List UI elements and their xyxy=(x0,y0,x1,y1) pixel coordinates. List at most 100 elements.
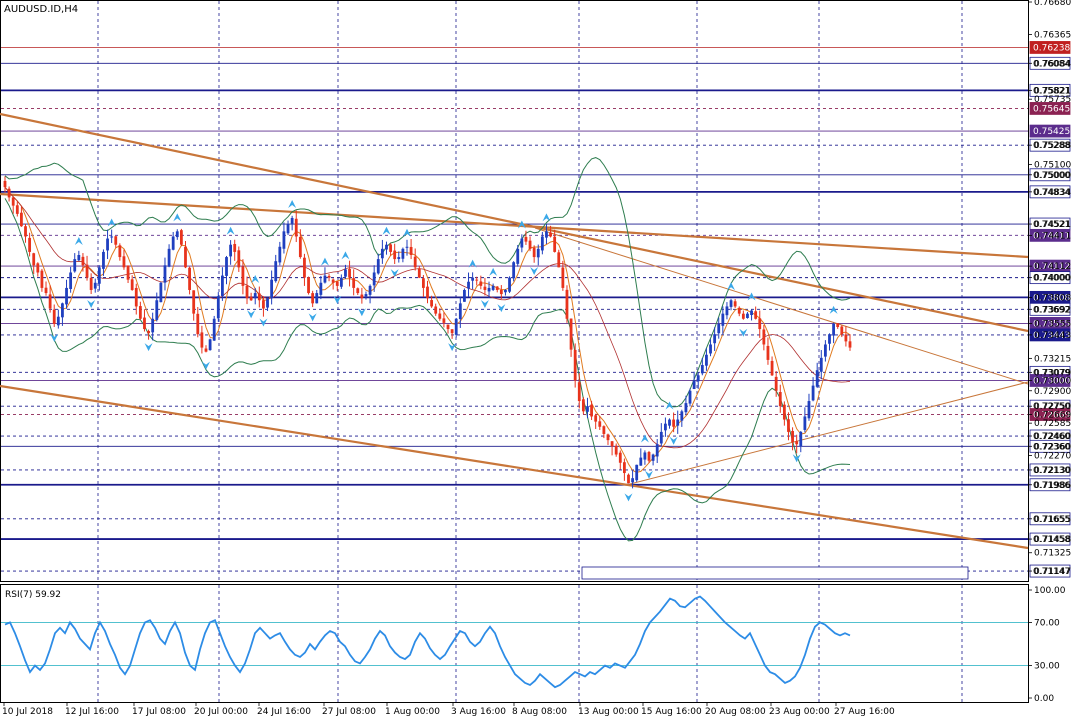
main-plot-frame xyxy=(0,0,1029,582)
fractal-up-arrow xyxy=(341,251,350,260)
candle-body xyxy=(159,282,163,303)
price-tick-label: 0.73443 xyxy=(1034,331,1071,341)
candle-body xyxy=(590,404,593,417)
candle-body xyxy=(229,244,233,257)
fractal-up-arrow xyxy=(74,237,83,246)
candle-body xyxy=(348,268,351,278)
candle-body xyxy=(721,313,725,326)
time-tick-label: 20 Jul 00:00 xyxy=(194,707,248,717)
candle-body xyxy=(561,267,565,288)
trendline-wedge-top[interactable] xyxy=(534,227,1029,385)
candle-body xyxy=(122,256,126,268)
candle-body xyxy=(389,244,392,252)
candle-body xyxy=(483,286,487,290)
candle-body xyxy=(307,277,310,294)
time-tick-label: 15 Aug 16:00 xyxy=(641,707,702,717)
candle-body xyxy=(368,285,372,295)
fractal-down-arrow xyxy=(390,269,399,278)
price-tick-label: 0.71458 xyxy=(1034,535,1071,545)
candle-body xyxy=(618,452,622,463)
candle-body xyxy=(848,341,852,348)
candle-body xyxy=(528,240,532,249)
candle-body xyxy=(40,270,44,288)
candle-body xyxy=(204,348,208,352)
candle-body xyxy=(622,462,626,474)
candle-body xyxy=(163,265,167,283)
price-level-label: 0.75821 xyxy=(1033,86,1070,96)
candle-body xyxy=(819,357,823,372)
fractal-down-arrow xyxy=(480,299,489,308)
candle-body xyxy=(110,236,114,238)
candle-body xyxy=(245,285,249,299)
candle-body xyxy=(339,277,343,287)
candle-body xyxy=(3,180,7,188)
candle-body xyxy=(233,243,237,252)
candle-body xyxy=(586,406,589,412)
candle-body xyxy=(512,262,516,279)
candle-body xyxy=(647,452,651,461)
price-level-label: 0.72460 xyxy=(1033,432,1070,442)
candle-body xyxy=(28,237,32,252)
candle-body xyxy=(696,375,700,382)
candle-body xyxy=(750,310,753,316)
price-level-label: 0.73808 xyxy=(1033,293,1070,303)
fractal-down-arrow xyxy=(739,328,748,337)
candle-body xyxy=(77,255,81,261)
candle-body xyxy=(434,306,438,314)
candle-body xyxy=(294,218,298,237)
price-tick-label: 0.73215 xyxy=(1034,354,1071,364)
fractal-up-arrow xyxy=(489,267,498,276)
price-level-label: 0.75425 xyxy=(1033,127,1070,137)
candle-body xyxy=(327,275,331,278)
candle-body xyxy=(479,281,483,286)
candle-body xyxy=(639,457,643,466)
candle-body xyxy=(705,354,708,366)
candle-body xyxy=(791,430,794,443)
price-level-label: 0.75000 xyxy=(1033,171,1070,181)
fractal-down-arrow xyxy=(50,333,59,342)
rsi-tick-label: 70.00 xyxy=(1034,618,1060,628)
fractal-down-arrow xyxy=(308,313,317,322)
candle-body xyxy=(134,287,138,307)
candle-body xyxy=(828,334,831,344)
candle-body xyxy=(762,329,766,345)
fractal-up-arrow xyxy=(288,199,297,208)
band-lower xyxy=(4,198,851,542)
candle-body xyxy=(463,289,466,302)
rsi-panel: 100.00 70.00 30.00 0.00 xyxy=(1,586,1066,704)
candle-body xyxy=(266,298,269,308)
candle-body xyxy=(627,474,630,484)
candle-body xyxy=(553,236,557,252)
candle-body xyxy=(717,323,721,334)
fractal-up-arrow xyxy=(173,213,182,222)
candle-body xyxy=(709,344,712,354)
candle-body xyxy=(787,419,790,432)
candle-body xyxy=(635,464,639,481)
fractal-down-arrow xyxy=(357,308,366,317)
price-tick-label: 0.76365 xyxy=(1034,30,1071,40)
price-tick-label: 0.74834 xyxy=(1034,188,1071,198)
candle-body xyxy=(311,293,315,304)
fractal-up-arrow xyxy=(517,220,526,229)
candle-body xyxy=(11,197,15,206)
trendline-lower-support[interactable] xyxy=(0,384,1029,550)
trendline-wedge-bottom[interactable] xyxy=(629,381,1029,485)
candle-body xyxy=(364,294,368,297)
price-level-box xyxy=(1029,41,1071,54)
candle-body xyxy=(725,306,729,316)
fractal-down-arrow xyxy=(530,267,539,276)
trendline-flat-resistance[interactable] xyxy=(0,192,1029,259)
candle-body xyxy=(741,313,745,319)
trendline-upper-resistance[interactable] xyxy=(0,112,1029,333)
price-level-label: 0.73692 xyxy=(1033,305,1070,315)
candle-body xyxy=(20,212,23,227)
candle-body xyxy=(24,226,27,237)
candle-body xyxy=(393,250,397,260)
price-level-label: 0.74834 xyxy=(1033,188,1070,198)
price-tick-label: 0.76084 xyxy=(1034,59,1071,69)
candle-body xyxy=(811,385,815,401)
candle-body xyxy=(672,419,676,427)
candle-body xyxy=(138,306,142,319)
